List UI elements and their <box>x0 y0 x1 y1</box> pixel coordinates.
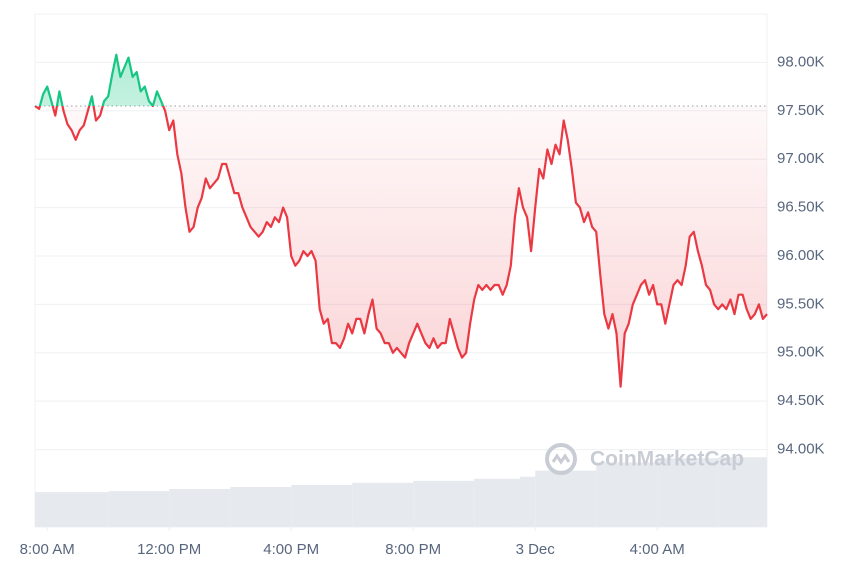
volume-bar <box>35 492 109 527</box>
volume-bar <box>519 476 536 527</box>
watermark-logo <box>545 443 577 475</box>
y-tick-label: 95.00K <box>777 344 825 361</box>
volume <box>35 457 767 527</box>
y-tick-label: 96.00K <box>777 247 825 264</box>
y-tick-label: 97.00K <box>777 150 825 167</box>
watermark: CoinMarketCap <box>590 448 744 471</box>
volume-bar <box>596 462 658 527</box>
volume-bar <box>413 480 475 527</box>
x-tick-label: 8:00 PM <box>385 541 441 558</box>
x-tick-label: 12:00 PM <box>137 541 201 558</box>
volume-bar <box>291 484 353 527</box>
price-area <box>35 54 767 387</box>
x-tick-label: 8:00 AM <box>20 541 75 558</box>
y-tick-label: 94.00K <box>777 441 825 458</box>
y-tick-label: 96.50K <box>777 199 825 216</box>
volume-bar <box>474 478 520 527</box>
plot <box>34 53 768 388</box>
volume-bar <box>169 489 231 527</box>
watermark-group: CoinMarketCap <box>545 443 744 475</box>
x-tick-label: 4:00 PM <box>263 541 319 558</box>
y-tick-label: 95.50K <box>777 295 825 312</box>
volume-bar <box>230 486 292 527</box>
watermark-logo-mark <box>551 453 571 465</box>
volume-bar <box>718 457 767 527</box>
x-tick-label: 4:00 AM <box>630 541 685 558</box>
x-tick-label: 3 Dec <box>516 541 556 558</box>
y-tick-label: 97.50K <box>777 102 825 119</box>
volume-bar <box>108 491 170 527</box>
volume-bar <box>535 470 597 527</box>
y-tick-label: 94.50K <box>777 392 825 409</box>
y-tick-label: 98.00K <box>777 53 825 70</box>
volume-bar <box>657 458 719 527</box>
volume-bar <box>352 482 414 527</box>
price-line <box>34 53 768 388</box>
